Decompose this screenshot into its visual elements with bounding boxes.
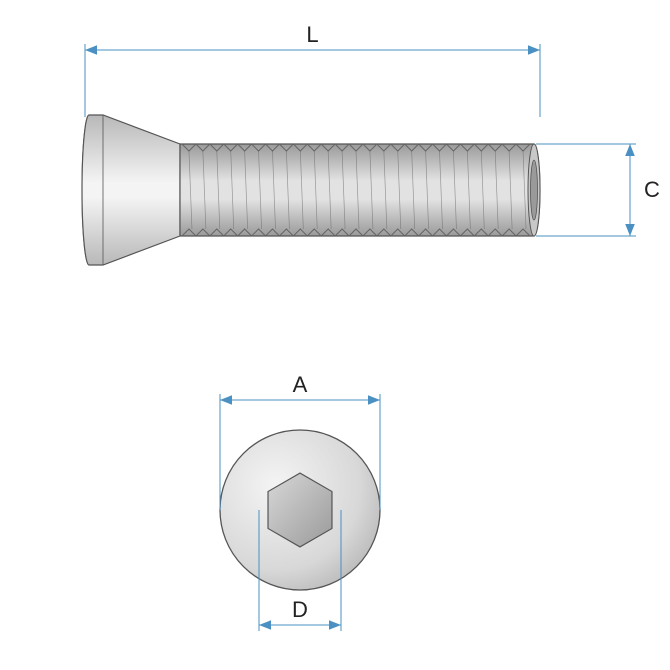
dimension-D-label: D: [292, 597, 308, 622]
dimension-L-label: L: [306, 22, 318, 47]
dimension-C-label: C: [644, 177, 660, 202]
screw-side-view: [82, 115, 540, 265]
technical-drawing: L C A D: [0, 0, 670, 670]
screw-front-view: [220, 430, 380, 590]
dimension-A-label: A: [293, 372, 308, 397]
